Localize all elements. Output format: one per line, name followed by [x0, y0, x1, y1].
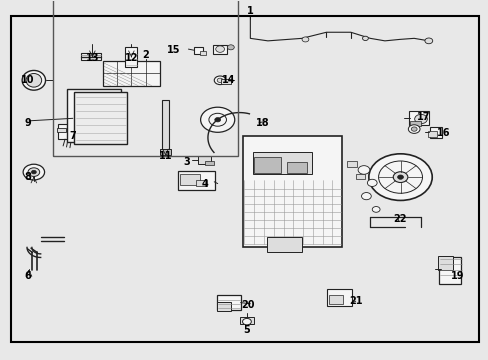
Ellipse shape — [22, 71, 45, 90]
Bar — [254, 157, 281, 173]
Circle shape — [362, 36, 367, 41]
Bar — [53, 0, 237, 156]
Text: 8: 8 — [24, 172, 31, 182]
Bar — [216, 302, 231, 311]
Circle shape — [23, 164, 44, 180]
Bar — [355, 174, 365, 179]
Bar — [213, 45, 226, 54]
Bar — [204, 161, 213, 165]
Bar — [243, 136, 341, 247]
Circle shape — [28, 168, 40, 176]
Circle shape — [371, 207, 379, 212]
Circle shape — [361, 193, 370, 200]
Bar — [74, 92, 127, 144]
Circle shape — [242, 319, 251, 325]
Circle shape — [392, 172, 407, 183]
Circle shape — [410, 127, 416, 131]
Bar — [197, 156, 211, 164]
Text: 13: 13 — [85, 53, 99, 63]
Text: 11: 11 — [159, 150, 172, 161]
Text: 7: 7 — [69, 131, 76, 141]
Bar — [253, 152, 311, 174]
Circle shape — [200, 107, 234, 132]
Bar — [160, 149, 170, 155]
Bar — [180, 174, 199, 185]
Bar — [102, 60, 160, 86]
Bar — [125, 48, 137, 67]
Text: 6: 6 — [24, 271, 31, 281]
Bar — [67, 131, 82, 139]
Circle shape — [227, 45, 234, 50]
Bar — [346, 161, 356, 167]
Circle shape — [414, 114, 427, 124]
Text: 16: 16 — [436, 128, 449, 138]
Bar — [326, 289, 351, 306]
Text: 3: 3 — [183, 157, 190, 167]
Bar — [67, 89, 121, 142]
Bar — [437, 256, 452, 270]
Bar — [178, 171, 215, 190]
Bar — [58, 124, 81, 139]
Bar — [286, 162, 307, 173]
Text: 18: 18 — [256, 118, 269, 128]
Text: 12: 12 — [124, 53, 138, 63]
Bar — [193, 46, 202, 54]
Bar — [329, 294, 342, 303]
Bar — [57, 128, 66, 132]
Text: 9: 9 — [24, 118, 31, 128]
Bar — [162, 100, 169, 152]
Circle shape — [366, 179, 376, 186]
Circle shape — [397, 175, 403, 179]
Ellipse shape — [26, 73, 41, 87]
Circle shape — [214, 118, 220, 122]
Circle shape — [214, 76, 225, 85]
Circle shape — [302, 37, 308, 42]
Bar — [438, 257, 460, 284]
Bar — [200, 50, 205, 55]
Bar — [427, 131, 436, 137]
Circle shape — [368, 154, 431, 201]
Bar — [408, 111, 428, 126]
Bar — [221, 79, 230, 84]
Circle shape — [424, 38, 432, 44]
Text: 2: 2 — [142, 50, 149, 60]
Circle shape — [357, 166, 369, 174]
Text: 14: 14 — [222, 75, 235, 85]
Circle shape — [31, 170, 36, 174]
Bar — [409, 121, 420, 126]
Bar — [266, 237, 302, 252]
Bar — [240, 317, 253, 324]
Text: 21: 21 — [348, 296, 362, 306]
Text: 19: 19 — [450, 271, 464, 281]
Bar — [217, 295, 240, 310]
Text: 20: 20 — [241, 300, 255, 310]
Text: 22: 22 — [392, 215, 406, 224]
Text: 5: 5 — [243, 325, 250, 335]
Bar — [428, 127, 441, 138]
Circle shape — [215, 46, 224, 52]
Text: 15: 15 — [167, 45, 180, 55]
Circle shape — [407, 125, 419, 134]
Text: 4: 4 — [201, 179, 207, 189]
Text: 10: 10 — [20, 75, 34, 85]
Bar — [196, 180, 206, 186]
Text: 1: 1 — [246, 6, 253, 17]
Circle shape — [217, 78, 223, 82]
Bar — [81, 53, 101, 59]
Text: 17: 17 — [416, 112, 430, 122]
